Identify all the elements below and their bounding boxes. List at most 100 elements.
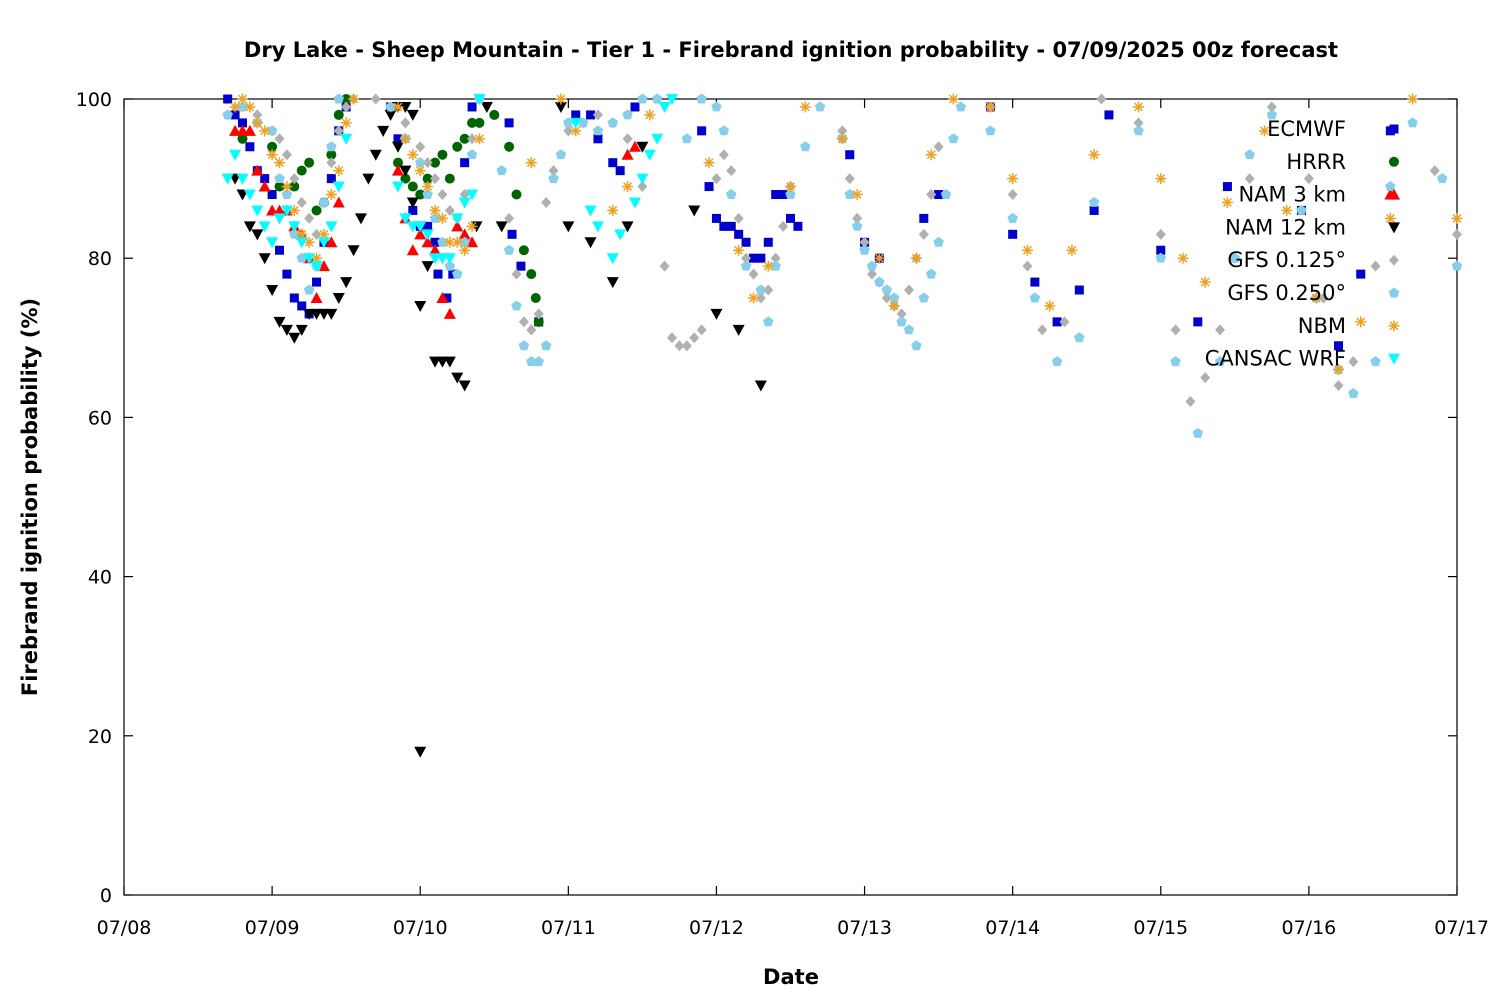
data-point: [1244, 173, 1255, 185]
data-point: [851, 220, 863, 231]
data-point: [289, 293, 299, 303]
data-point: [333, 165, 345, 177]
data-point: [1088, 149, 1100, 161]
data-point: [1318, 292, 1329, 304]
y-tick-label: 0: [100, 885, 112, 907]
data-point: [659, 260, 670, 272]
data-point: [689, 332, 700, 344]
data-point: [985, 125, 996, 136]
data-point: [243, 221, 256, 233]
data-point: [1074, 332, 1085, 343]
data-point: [236, 173, 249, 185]
data-point: [681, 133, 693, 144]
data-point: [541, 196, 552, 208]
data-point: [615, 166, 625, 176]
data-point: [896, 316, 907, 327]
data-point: [1214, 356, 1226, 367]
data-point: [1355, 316, 1367, 328]
data-point: [726, 189, 737, 199]
y-tick-label: 20: [88, 726, 112, 748]
data-point: [230, 110, 240, 120]
data-point: [258, 221, 271, 233]
data-point: [459, 133, 470, 144]
data-point: [836, 133, 848, 145]
data-point: [326, 174, 336, 184]
data-point: [408, 205, 418, 215]
data-point: [362, 173, 375, 185]
data-point: [229, 149, 242, 161]
data-point: [540, 340, 552, 351]
data-point: [1007, 173, 1019, 185]
data-point: [480, 101, 493, 113]
data-point: [467, 133, 478, 145]
data-point: [1088, 196, 1100, 207]
data-point: [443, 356, 456, 368]
data-point: [837, 125, 848, 137]
data-point: [726, 221, 736, 231]
data-point: [1244, 149, 1255, 160]
data-point: [697, 126, 707, 136]
data-point: [903, 324, 915, 335]
data-point: [229, 101, 241, 113]
data-point: [608, 158, 618, 168]
data-point: [548, 165, 559, 177]
data-point: [266, 149, 278, 161]
data-point: [630, 102, 640, 112]
data-point: [1156, 245, 1166, 255]
data-point: [881, 284, 892, 295]
data-point: [1334, 341, 1344, 351]
data-point: [607, 117, 618, 128]
data-point: [667, 332, 678, 344]
data-point: [223, 94, 233, 104]
data-point: [251, 205, 264, 217]
data-point: [422, 181, 434, 193]
data-point: [451, 213, 464, 225]
data-point: [304, 212, 315, 224]
data-point: [555, 93, 567, 105]
data-point: [289, 228, 300, 239]
data-point: [1333, 380, 1344, 392]
data-point: [288, 204, 300, 216]
data-point: [310, 261, 323, 273]
data-point: [437, 189, 448, 201]
data-point: [1407, 93, 1419, 105]
data-point: [333, 93, 344, 104]
data-point: [429, 244, 442, 256]
x-tick-label: 07/10: [393, 917, 448, 939]
data-point: [236, 93, 248, 105]
data-point: [289, 181, 300, 192]
data-point: [592, 109, 603, 121]
data-point: [430, 173, 441, 185]
data-point: [473, 133, 485, 145]
data-point: [504, 212, 515, 224]
data-point: [258, 253, 271, 265]
data-point: [1370, 356, 1381, 367]
data-point: [400, 117, 411, 129]
data-point: [696, 93, 707, 104]
data-point: [452, 141, 463, 152]
data-point: [430, 237, 440, 247]
data-point: [251, 229, 264, 241]
data-point: [444, 236, 456, 248]
data-point: [259, 125, 271, 137]
plot-frame: [123, 98, 1458, 896]
data-point: [741, 252, 752, 264]
data-point: [326, 141, 337, 152]
data-point: [637, 93, 648, 104]
data-point: [755, 292, 766, 304]
data-point: [756, 253, 766, 263]
data-point: [377, 125, 390, 137]
data-point: [1089, 205, 1099, 215]
data-point: [606, 277, 619, 289]
data-point: [222, 109, 233, 120]
data-point: [1037, 324, 1048, 336]
data-point: [1370, 260, 1381, 272]
legend-label: CANSAC WRF: [1205, 347, 1346, 371]
data-point: [681, 340, 692, 352]
data-point: [762, 260, 774, 272]
data-point: [755, 284, 767, 295]
data-point: [399, 165, 412, 177]
data-point: [586, 110, 596, 120]
data-point: [466, 189, 479, 201]
data-point: [644, 109, 656, 121]
